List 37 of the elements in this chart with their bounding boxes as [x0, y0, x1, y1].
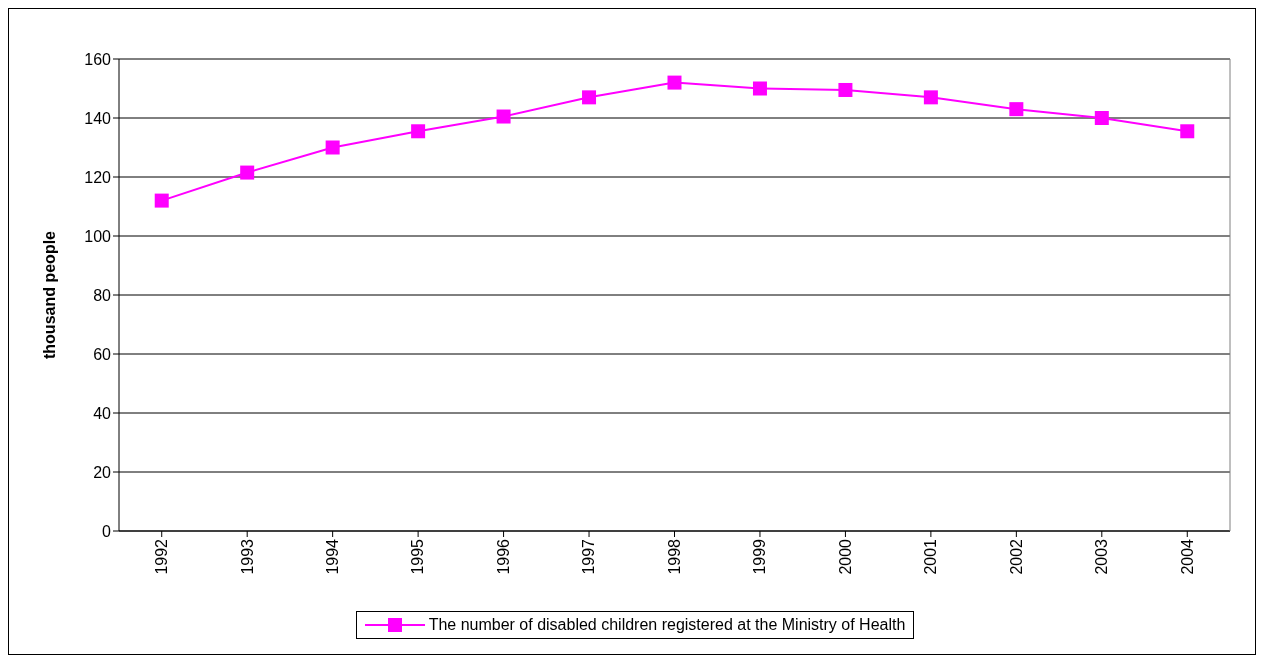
point: [411, 124, 426, 139]
point: [582, 90, 597, 105]
y-tick-label: 160: [84, 50, 112, 68]
x-tick-label: 2000: [836, 538, 854, 575]
y-tick-label: 120: [84, 168, 112, 186]
x-tick-label: 2004: [1178, 538, 1196, 575]
y-tick-label: 40: [93, 404, 112, 422]
point: [325, 140, 340, 155]
x-tick-label: 2002: [1007, 538, 1025, 575]
point: [667, 75, 682, 90]
x-tick-label: 1999: [751, 538, 769, 575]
point: [838, 82, 853, 97]
point: [1009, 102, 1024, 117]
y-tick-label: 60: [93, 345, 112, 363]
x-tick-label: 1998: [665, 538, 683, 575]
x-tick-label: 2003: [1093, 538, 1111, 575]
x-tick-label: 1995: [409, 538, 427, 575]
point: [496, 109, 511, 124]
y-tick-label: 100: [84, 227, 112, 245]
y-tick-label: 80: [93, 286, 112, 304]
x-tick-label: 1993: [238, 538, 256, 575]
x-tick-label: 1997: [580, 538, 598, 575]
point: [154, 193, 169, 208]
x-tick-label: 1996: [494, 538, 512, 575]
legend-label: The number of disabled children registered at the Ministry of Health: [427, 616, 906, 634]
point: [923, 90, 938, 105]
point: [240, 165, 255, 180]
point: [752, 81, 767, 96]
x-tick-label: 1992: [153, 538, 171, 575]
y-tick-label: 140: [84, 109, 112, 127]
point: [1094, 111, 1109, 125]
y-axis-title: thousand people: [40, 230, 58, 359]
y-tick-label: 20: [93, 463, 112, 481]
y-tick-label: 0: [102, 522, 112, 540]
point: [1180, 124, 1195, 139]
x-tick-label: 2001: [922, 538, 940, 575]
x-tick-label: 1994: [324, 538, 342, 575]
